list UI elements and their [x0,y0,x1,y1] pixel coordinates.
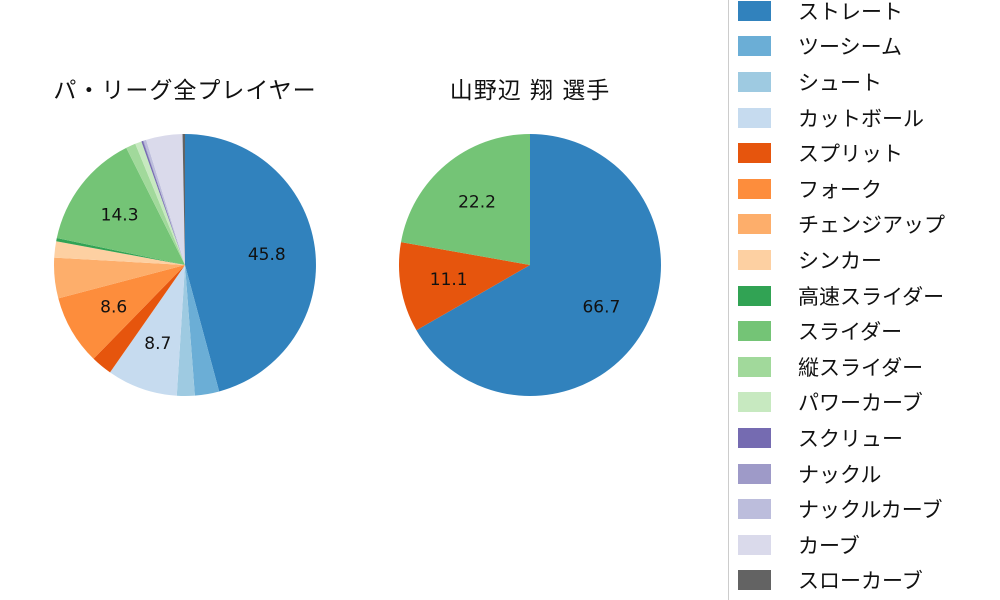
legend-swatch [738,107,771,128]
legend-label: パワーカーブ [798,391,923,416]
legend-swatch [738,36,771,57]
legend-label: ナックル [798,462,882,487]
pie-value-label: 11.1 [430,270,468,290]
pie-chart-league: 45.8 8.7 8.6 14.3 [54,133,316,397]
pie-value-label: 8.7 [144,334,171,354]
legend-swatch [738,249,771,270]
pie-slice [56,238,185,265]
pie-value-label: 8.6 [100,298,127,318]
legend-rows: ストレートツーシームシュートカットボール スプリットフォークチェンジアップ シンカー… [729,0,1000,598]
legend-item: ストレート [729,0,1000,29]
legend-label: シュート [798,70,882,95]
legend-label: スローカーブ [798,569,923,594]
legend-item: フォーク [729,171,1000,207]
right-chart-title: 山野辺 翔 選手 [449,78,611,104]
legend-item: ナックルカーブ [729,491,1000,527]
pie-value-label: 22.2 [458,193,496,213]
legend-label: ツーシーム [798,35,902,60]
pie-value-label: 66.7 [582,297,620,317]
legend-swatch [738,570,771,591]
legend-swatch [738,534,771,555]
legend-item: スクリュー [729,420,1000,456]
pie-slice [58,265,185,359]
pie-slice [416,134,661,396]
legend-swatch [738,392,771,413]
pie-slice [182,133,185,265]
legend-swatch [738,285,771,306]
legend-item: カーブ [729,527,1000,563]
pie-slice [135,141,185,265]
legend-item: シュート [729,64,1000,100]
pie-slice [56,147,186,265]
pie-slice [126,143,185,265]
legend-item: スローカーブ [729,563,1000,599]
legend-swatch [738,71,771,92]
legend-item: カットボール [729,100,1000,136]
legend-item: スプリット [729,135,1000,171]
pie-slice [54,257,186,299]
legend-swatch [738,356,771,377]
legend-label: 縦スライダー [798,355,924,380]
pie-slice [110,265,185,396]
legend-item: ツーシーム [729,29,1000,65]
pie-value-label: 14.3 [101,206,139,226]
legend-label: カーブ [798,533,860,558]
legend-label: 高速スライダー [798,284,945,309]
pie-value-label: 45.8 [248,245,286,265]
legend-label: スライダー [798,320,903,345]
legend-label: スクリュー [798,426,903,451]
legend-item: スライダー [729,313,1000,349]
legend-label: ストレート [798,0,903,24]
legend-swatch [738,0,771,21]
legend-item: ナックル [729,456,1000,492]
legend-swatch [738,321,771,342]
legend-label: フォーク [798,177,882,202]
pie-slice [146,134,185,265]
legend-swatch [738,178,771,199]
legend-label: ナックルカーブ [798,498,943,523]
pie-slice [176,265,195,397]
pie-slice [185,134,316,392]
legend-item: パワーカーブ [729,385,1000,421]
pie-slice [54,241,186,265]
pie-slice [185,265,220,396]
pie-slice [141,140,185,265]
legend-item: シンカー [729,242,1000,278]
legend-swatch [738,463,771,484]
legend-label: シンカー [798,248,882,273]
left-chart-title: パ・リーグ全プレイヤー [53,78,317,104]
legend-swatch [738,427,771,448]
legend-swatch [738,499,771,520]
legend-label: カットボール [798,106,924,131]
legend-item: 高速スライダー [729,278,1000,314]
pie-slice [143,139,185,265]
pie-slice [93,265,185,373]
pie-slice [142,140,185,265]
legend-label: チェンジアップ [798,213,945,238]
legend-item: チェンジアップ [729,207,1000,243]
pie-slice [398,242,530,331]
legend: ストレートツーシームシュートカットボール スプリットフォークチェンジアップ シンカー… [728,0,1000,600]
legend-swatch [738,214,771,235]
pie-slice [401,133,530,265]
legend-item: 縦スライダー [729,349,1000,385]
legend-label: スプリット [798,142,903,167]
legend-swatch [738,143,771,164]
pie-chart-player: 66.7 11.1 22.2 [398,133,661,396]
